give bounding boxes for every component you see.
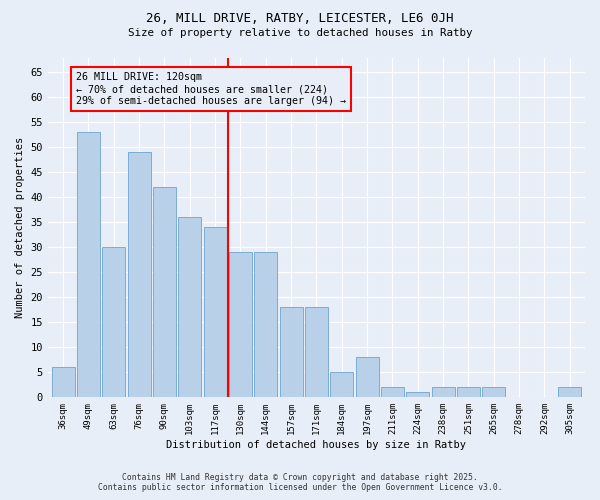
Bar	[406, 392, 429, 398]
Bar	[229, 252, 252, 398]
Bar	[77, 132, 100, 398]
Text: Contains HM Land Registry data © Crown copyright and database right 2025.
Contai: Contains HM Land Registry data © Crown c…	[98, 473, 502, 492]
Bar	[52, 368, 74, 398]
Bar	[457, 388, 480, 398]
Bar	[482, 388, 505, 398]
Bar	[103, 248, 125, 398]
Bar	[559, 388, 581, 398]
Text: Size of property relative to detached houses in Ratby: Size of property relative to detached ho…	[128, 28, 472, 38]
Bar	[356, 358, 379, 398]
Bar	[128, 152, 151, 398]
Bar	[280, 308, 302, 398]
Bar	[331, 372, 353, 398]
Bar	[381, 388, 404, 398]
Text: 26, MILL DRIVE, RATBY, LEICESTER, LE6 0JH: 26, MILL DRIVE, RATBY, LEICESTER, LE6 0J…	[146, 12, 454, 26]
Bar	[153, 188, 176, 398]
Bar	[254, 252, 277, 398]
Text: 26 MILL DRIVE: 120sqm
← 70% of detached houses are smaller (224)
29% of semi-det: 26 MILL DRIVE: 120sqm ← 70% of detached …	[76, 72, 346, 106]
Bar	[178, 218, 201, 398]
Bar	[432, 388, 455, 398]
X-axis label: Distribution of detached houses by size in Ratby: Distribution of detached houses by size …	[166, 440, 466, 450]
Y-axis label: Number of detached properties: Number of detached properties	[15, 137, 25, 318]
Bar	[204, 228, 227, 398]
Bar	[305, 308, 328, 398]
